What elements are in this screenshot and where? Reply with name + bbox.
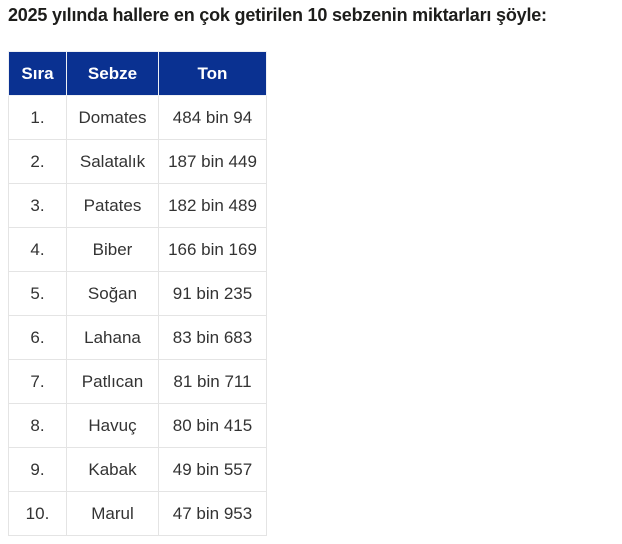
rank-cell: 6. (8, 315, 67, 360)
table-row: 7. Patlıcan 81 bin 711 (8, 359, 267, 404)
table-body: 1. Domates 484 bin 94 2. Salatalık 187 b… (8, 95, 267, 536)
tonnage-cell: 166 bin 169 (158, 227, 267, 272)
tonnage-cell: 83 bin 683 (158, 315, 267, 360)
table-row: 3. Patates 182 bin 489 (8, 183, 267, 228)
table-row: 8. Havuç 80 bin 415 (8, 403, 267, 448)
vegetable-cell: Soğan (66, 271, 159, 316)
rank-cell: 4. (8, 227, 67, 272)
tonnage-cell: 47 bin 953 (158, 491, 267, 536)
rank-cell: 1. (8, 95, 67, 140)
vegetable-cell: Marul (66, 491, 159, 536)
table-row: 4. Biber 166 bin 169 (8, 227, 267, 272)
header-row: Sıra Sebze Ton (8, 51, 267, 96)
tonnage-cell: 81 bin 711 (158, 359, 267, 404)
table-row: 2. Salatalık 187 bin 449 (8, 139, 267, 184)
vegetable-cell: Patlıcan (66, 359, 159, 404)
tonnage-cell: 49 bin 557 (158, 447, 267, 492)
vegetable-cell: Salatalık (66, 139, 159, 184)
column-header-vegetable: Sebze (66, 51, 159, 96)
page-title: 2025 yılında hallere en çok getirilen 10… (8, 5, 547, 25)
tonnage-cell: 484 bin 94 (158, 95, 267, 140)
rank-cell: 10. (8, 491, 67, 536)
table-row: 1. Domates 484 bin 94 (8, 95, 267, 140)
rank-cell: 2. (8, 139, 67, 184)
vegetable-cell: Havuç (66, 403, 159, 448)
rank-cell: 8. (8, 403, 67, 448)
table-row: 9. Kabak 49 bin 557 (8, 447, 267, 492)
tonnage-cell: 187 bin 449 (158, 139, 267, 184)
rank-cell: 3. (8, 183, 67, 228)
tonnage-cell: 80 bin 415 (158, 403, 267, 448)
column-header-rank: Sıra (8, 51, 67, 96)
rank-cell: 7. (8, 359, 67, 404)
table-row: 10. Marul 47 bin 953 (8, 491, 267, 536)
vegetable-cell: Biber (66, 227, 159, 272)
rank-cell: 9. (8, 447, 67, 492)
table-row: 5. Soğan 91 bin 235 (8, 271, 267, 316)
table-row: 6. Lahana 83 bin 683 (8, 315, 267, 360)
vegetable-cell: Lahana (66, 315, 159, 360)
table-header: Sıra Sebze Ton (8, 51, 267, 96)
tonnage-cell: 182 bin 489 (158, 183, 267, 228)
column-header-tonnage: Ton (158, 51, 267, 96)
vegetables-table: Sıra Sebze Ton 1. Domates 484 bin 94 2. … (8, 51, 267, 536)
tonnage-cell: 91 bin 235 (158, 271, 267, 316)
vegetable-cell: Kabak (66, 447, 159, 492)
vegetable-cell: Domates (66, 95, 159, 140)
rank-cell: 5. (8, 271, 67, 316)
vegetable-cell: Patates (66, 183, 159, 228)
